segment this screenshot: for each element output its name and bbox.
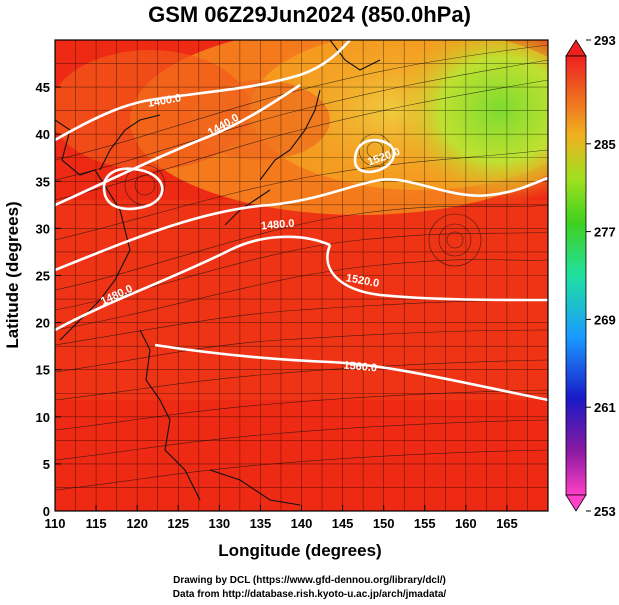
- x-axis: 110 115 120 125 130 135 140 145 150 155 160 165: [45, 505, 518, 531]
- x-tick-label: 120: [126, 516, 148, 531]
- x-tick-label: 165: [496, 516, 518, 531]
- coastlines: [55, 40, 381, 506]
- footer-drawing-credit: Drawing by DCL (https://www.gfd-dennou.o…: [173, 575, 446, 586]
- x-tick-label: 155: [414, 516, 436, 531]
- footer-data-credit: Data from http://database.rish.kyoto-u.a…: [172, 589, 447, 600]
- x-tick-label: 145: [332, 516, 354, 531]
- y-tick-label: 40: [36, 127, 50, 142]
- y-axis-label: Latitude (degrees): [3, 201, 22, 348]
- y-tick-label: 45: [36, 80, 50, 95]
- x-tick-label: 125: [167, 516, 189, 531]
- x-tick-label: 160: [455, 516, 477, 531]
- contour-label: 1560.0: [343, 360, 378, 375]
- y-tick-label: 5: [43, 457, 50, 472]
- y-tick-label: 10: [36, 410, 50, 425]
- colorbar-bottom-arrow: [565, 494, 587, 512]
- colorbar-top-arrow: [565, 39, 587, 57]
- chart-title: GSM 06Z29Jun2024 (850.0hPa): [148, 2, 471, 27]
- contour-label: 1520.0: [345, 272, 380, 290]
- y-tick-label: 25: [36, 269, 50, 284]
- y-tick-label: 35: [36, 174, 50, 189]
- colorbar-tick-label: 253: [594, 504, 616, 519]
- height-contours: [55, 40, 548, 402]
- x-tick-label: 135: [250, 516, 272, 531]
- colorbar: 293 285 277 269 261 253: [565, 33, 616, 519]
- x-tick-label: 140: [291, 516, 313, 531]
- colorbar-tick-label: 277: [594, 225, 616, 240]
- x-tick-label: 130: [208, 516, 230, 531]
- y-tick-label: 30: [36, 221, 50, 236]
- y-tick-label: 20: [36, 316, 50, 331]
- temperature-shading: [55, 40, 548, 511]
- x-tick-label: 110: [45, 516, 66, 531]
- colorbar-scale: [565, 55, 587, 496]
- x-tick-label: 150: [373, 516, 395, 531]
- colorbar-tick-label: 293: [594, 33, 616, 48]
- y-axis: 0 5 10 15 20 25 30 35 40 45: [36, 80, 61, 519]
- x-axis-label: Longitude (degrees): [218, 541, 381, 560]
- colorbar-tick-label: 285: [594, 137, 616, 152]
- graticule: [55, 40, 548, 511]
- contour-label: 1400.0: [147, 92, 182, 110]
- contour-label: 1480.0: [260, 218, 295, 233]
- colorbar-tick-label: 261: [594, 400, 616, 415]
- y-tick-label: 15: [36, 363, 50, 378]
- colorbar-tick-label: 269: [594, 312, 616, 327]
- x-tick-label: 115: [86, 516, 107, 531]
- y-tick-label: 0: [43, 504, 50, 519]
